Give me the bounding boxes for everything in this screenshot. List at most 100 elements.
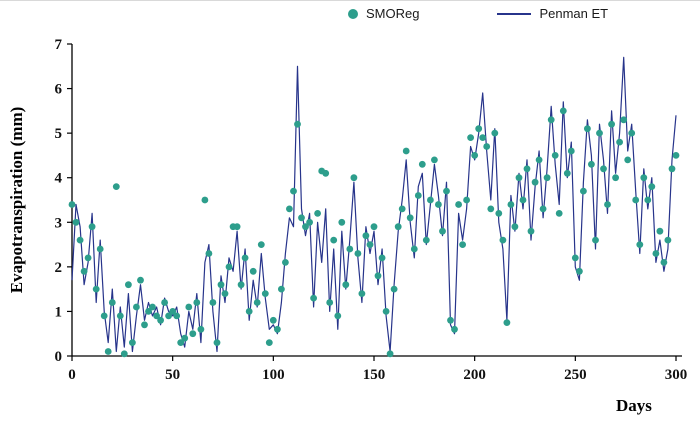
data-point (628, 129, 636, 137)
data-point (652, 250, 660, 257)
data-point (217, 281, 225, 289)
data-point (567, 147, 575, 155)
data-point (410, 245, 418, 253)
data-point (660, 259, 668, 266)
data-point (274, 325, 281, 333)
x-tick-label: 300 (665, 367, 688, 383)
y-tick-label: 1 (55, 304, 63, 320)
data-point (161, 299, 169, 306)
data-point (479, 134, 487, 142)
data-point (354, 250, 362, 257)
data-point (668, 165, 676, 173)
data-point (406, 214, 414, 222)
data-point (604, 201, 611, 208)
data-point (648, 183, 656, 191)
data-point (559, 107, 567, 115)
data-point (491, 129, 499, 137)
y-tick-label: 3 (55, 215, 63, 231)
y-axis-label: Evapotranspiration (mm) (7, 106, 26, 294)
legend-line-icon (497, 12, 532, 15)
data-point (455, 201, 462, 208)
data-point (632, 196, 640, 204)
data-point (378, 254, 386, 262)
x-axis-label: Days (616, 396, 652, 415)
data-point (394, 223, 402, 231)
data-point (330, 236, 338, 244)
data-point (398, 205, 406, 213)
data-point (189, 330, 197, 338)
legend-dot-icon (348, 8, 358, 19)
data-point (547, 116, 555, 124)
data-point (116, 312, 124, 320)
data-point (306, 218, 313, 226)
data-point (390, 285, 398, 293)
data-point (237, 281, 245, 289)
data-point (253, 299, 261, 306)
legend-label-penman: Penman ET (539, 6, 609, 21)
data-point (181, 334, 189, 342)
data-point (124, 281, 132, 289)
data-point (310, 294, 317, 302)
data-point (169, 308, 177, 315)
data-point (209, 299, 217, 306)
data-point (225, 263, 233, 271)
data-point (257, 241, 265, 249)
data-point (527, 227, 535, 235)
data-point (157, 316, 165, 324)
data-point (459, 241, 466, 249)
data-point (571, 254, 579, 262)
data-point (664, 236, 672, 244)
data-point (555, 210, 563, 217)
data-point (245, 308, 253, 315)
data-point (414, 192, 422, 199)
data-point (265, 339, 273, 346)
legend-label-smoreg: SMOReg (366, 6, 420, 21)
data-point (153, 312, 161, 320)
data-point (173, 312, 181, 320)
data-point (656, 227, 664, 235)
data-point (294, 120, 301, 128)
data-point (269, 316, 277, 324)
legend-item-smoreg: SMOReg (348, 6, 419, 21)
data-point (350, 174, 358, 182)
data-point (165, 312, 173, 320)
data-point (68, 201, 76, 208)
data-point (531, 178, 539, 186)
data-point (507, 201, 515, 208)
data-point (435, 201, 442, 208)
data-point (346, 245, 354, 253)
legend-item-penman: Penman ET (497, 6, 608, 21)
data-point (616, 138, 623, 146)
y-tick-label: 6 (55, 82, 63, 98)
data-point (314, 210, 321, 217)
y-tick-label: 7 (55, 37, 63, 53)
data-point (515, 174, 523, 182)
data-point (439, 227, 446, 235)
data-point (197, 325, 205, 333)
data-point (100, 312, 108, 320)
data-point (342, 281, 350, 289)
data-point (141, 321, 148, 329)
data-point (112, 183, 120, 191)
penman-line (71, 56, 677, 353)
x-tick-label: 50 (165, 367, 180, 383)
data-point (451, 325, 458, 333)
data-point (483, 143, 491, 150)
data-point (600, 165, 607, 173)
data-point (596, 129, 603, 137)
data-point (382, 308, 390, 315)
data-point (463, 196, 470, 204)
data-point (213, 339, 221, 346)
data-point (362, 232, 370, 240)
data-point (108, 299, 116, 306)
data-point (221, 290, 229, 297)
data-point (427, 196, 434, 204)
y-tick-label: 5 (55, 126, 63, 142)
data-point (233, 223, 241, 231)
data-point (620, 116, 628, 124)
data-point (523, 165, 531, 173)
smoreg-points (68, 107, 680, 358)
y-tick-label: 0 (55, 349, 63, 365)
data-point (584, 125, 591, 133)
data-point (185, 303, 193, 311)
